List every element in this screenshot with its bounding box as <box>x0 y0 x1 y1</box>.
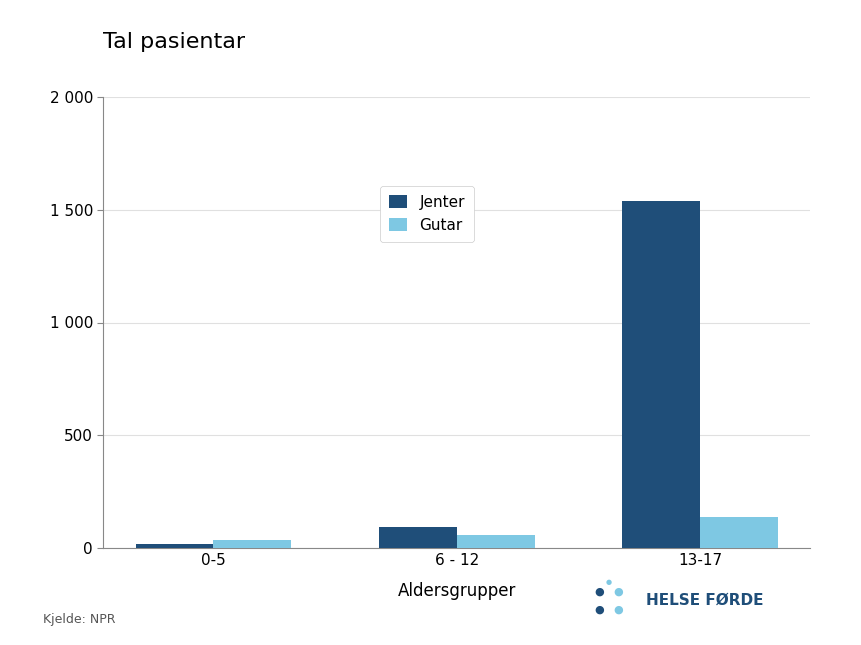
X-axis label: Aldersgrupper: Aldersgrupper <box>397 582 516 600</box>
Text: ●: ● <box>593 586 604 597</box>
Bar <box>135 544 214 548</box>
Bar <box>699 517 777 548</box>
Text: ●: ● <box>612 586 623 597</box>
Text: Tal pasientar: Tal pasientar <box>103 32 245 52</box>
Text: ●: ● <box>593 604 604 615</box>
Bar <box>379 527 456 548</box>
Bar <box>622 201 699 548</box>
Bar <box>456 535 534 548</box>
Text: ●: ● <box>604 579 611 586</box>
Bar <box>214 541 291 548</box>
Text: Kjelde: NPR: Kjelde: NPR <box>43 613 115 626</box>
Text: ●: ● <box>612 604 623 615</box>
Legend: Jenter, Gutar: Jenter, Gutar <box>379 186 474 242</box>
Text: HELSE FØRDE: HELSE FØRDE <box>645 593 762 608</box>
